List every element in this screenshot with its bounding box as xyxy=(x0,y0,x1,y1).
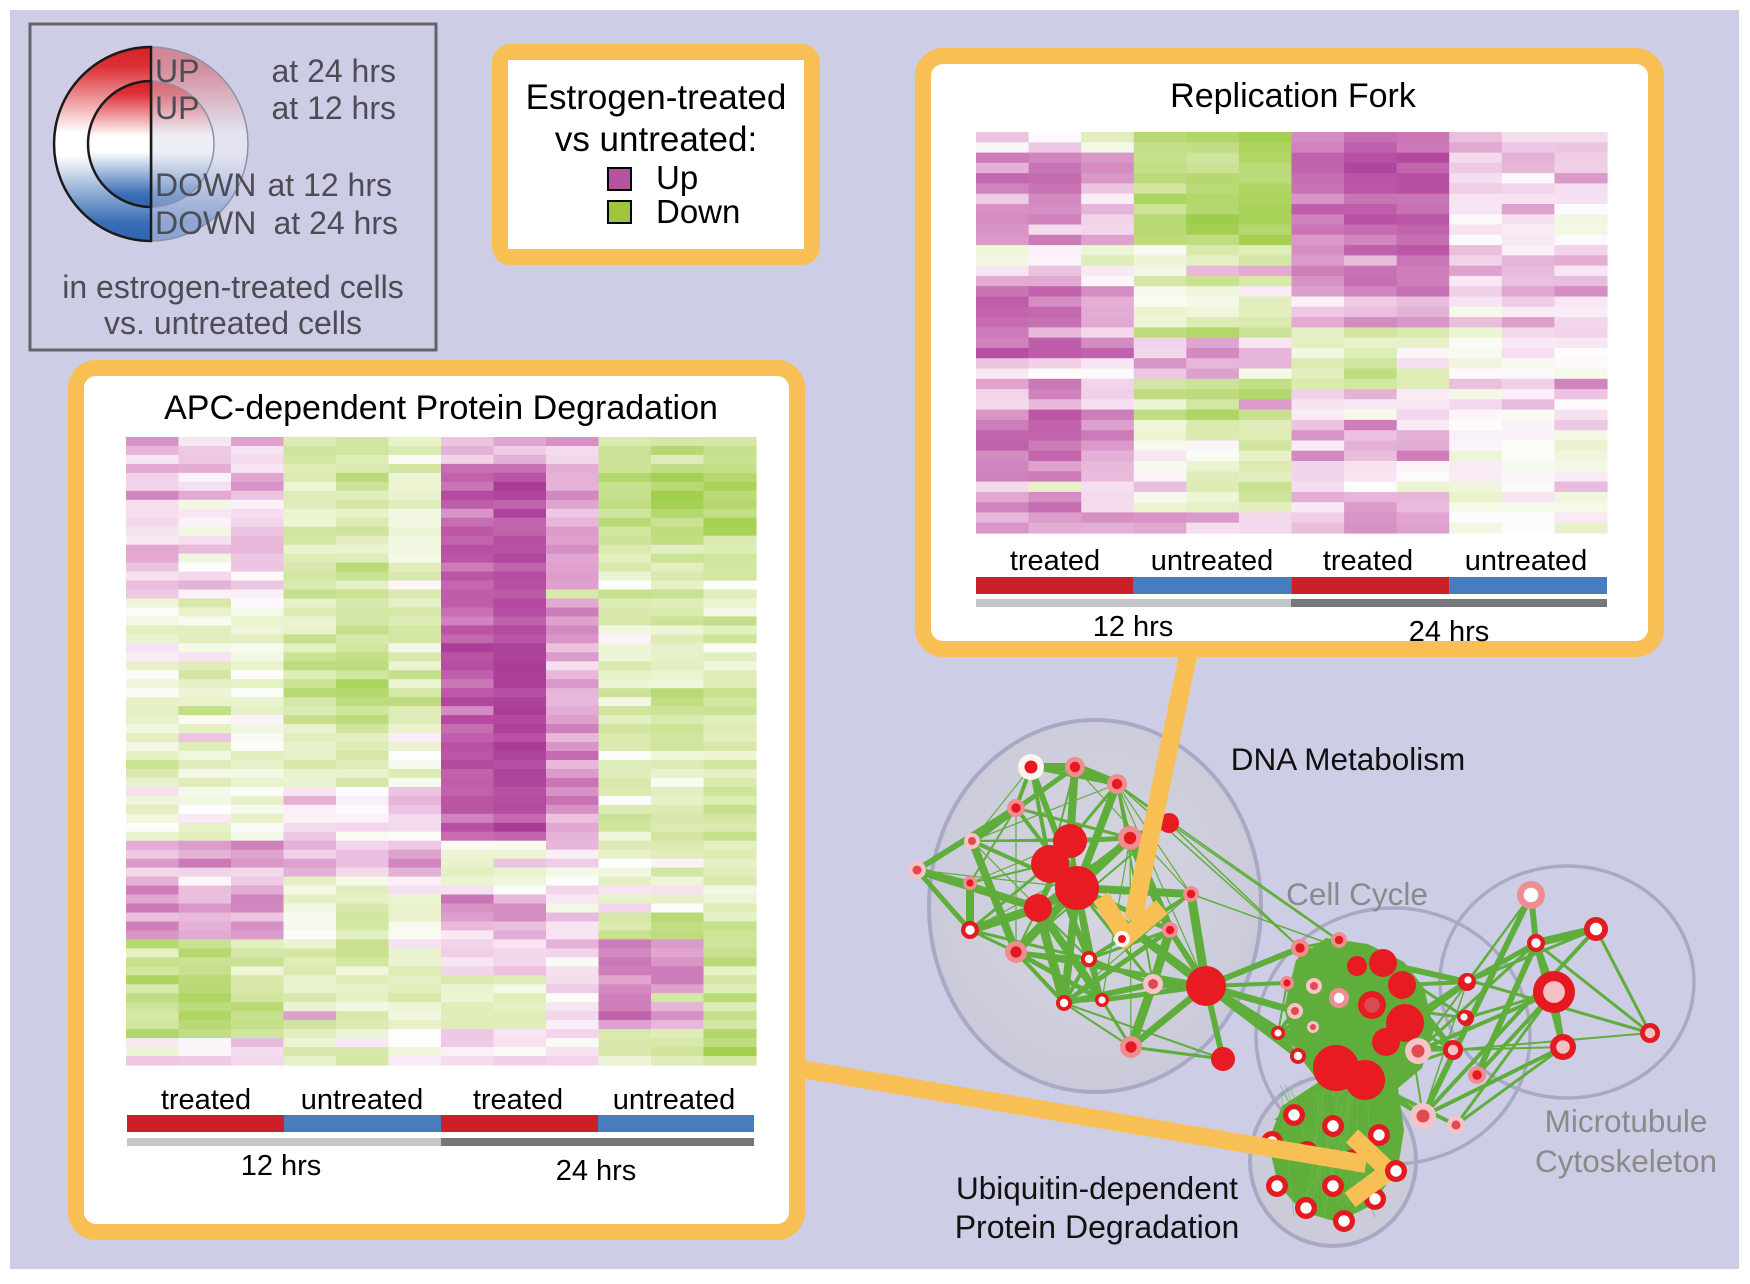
svg-text:APC-dependent Protein Degradat: APC-dependent Protein Degradation xyxy=(164,389,718,427)
svg-text:in estrogen-treated cells: in estrogen-treated cells xyxy=(62,269,404,305)
svg-text:24 hrs: 24 hrs xyxy=(556,1155,637,1187)
svg-text:DNA Metabolism: DNA Metabolism xyxy=(1231,741,1466,777)
svg-text:at 24 hrs: at 24 hrs xyxy=(271,53,396,89)
svg-text:treated: treated xyxy=(473,1084,563,1116)
svg-text:at 24 hrs: at 24 hrs xyxy=(273,205,398,241)
svg-text:Ubiquitin-dependent: Ubiquitin-dependent xyxy=(956,1170,1238,1206)
svg-text:24 hrs: 24 hrs xyxy=(1409,616,1490,648)
svg-text:Replication Fork: Replication Fork xyxy=(1170,77,1417,115)
svg-text:Protein Degradation: Protein Degradation xyxy=(955,1209,1240,1245)
svg-text:vs. untreated cells: vs. untreated cells xyxy=(104,305,362,341)
svg-text:untreated: untreated xyxy=(301,1084,424,1116)
svg-text:Estrogen-treated: Estrogen-treated xyxy=(526,78,787,117)
svg-text:UP: UP xyxy=(155,53,199,89)
svg-text:Cell Cycle: Cell Cycle xyxy=(1286,876,1428,912)
svg-text:treated: treated xyxy=(1323,545,1413,577)
svg-text:Up: Up xyxy=(656,159,698,196)
svg-text:DOWN: DOWN xyxy=(155,167,256,203)
svg-text:untreated: untreated xyxy=(1465,545,1588,577)
svg-text:12 hrs: 12 hrs xyxy=(241,1150,322,1182)
svg-text:at 12 hrs: at 12 hrs xyxy=(267,167,392,203)
svg-text:DOWN: DOWN xyxy=(155,205,256,241)
svg-text:12 hrs: 12 hrs xyxy=(1093,611,1174,643)
svg-text:UP: UP xyxy=(155,90,199,126)
svg-text:treated: treated xyxy=(161,1084,251,1116)
svg-text:Cytoskeleton: Cytoskeleton xyxy=(1535,1143,1717,1179)
svg-text:untreated: untreated xyxy=(613,1084,736,1116)
svg-text:at 12 hrs: at 12 hrs xyxy=(271,90,396,126)
svg-text:Down: Down xyxy=(656,193,740,230)
svg-text:untreated: untreated xyxy=(1151,545,1274,577)
svg-text:treated: treated xyxy=(1010,545,1100,577)
svg-text:Microtubule: Microtubule xyxy=(1545,1103,1708,1139)
svg-text:vs untreated:: vs untreated: xyxy=(555,120,757,159)
